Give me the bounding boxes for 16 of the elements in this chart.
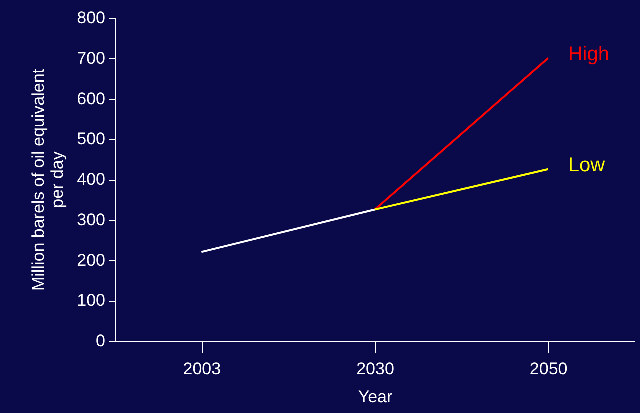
x-axis-title: Year xyxy=(358,388,394,406)
series-label: High xyxy=(568,43,610,66)
series-label: Low xyxy=(568,154,606,176)
y-tick-label: 500 xyxy=(77,130,106,149)
y-tick-label: 400 xyxy=(77,170,106,189)
y-tick-label: 100 xyxy=(77,291,106,310)
x-tick-label: 2003 xyxy=(183,360,222,378)
y-axis-title: Million barels of oil equivalent per day xyxy=(29,68,68,292)
y-tick-label: 600 xyxy=(77,89,106,108)
y-tick-label: 200 xyxy=(77,250,106,270)
y-tick-label: 800 xyxy=(77,8,106,28)
x-tick-label: 2030 xyxy=(356,360,394,378)
y-tick-label: 300 xyxy=(77,210,106,230)
y-tick-label: 700 xyxy=(77,48,106,68)
y-tick-label: 0 xyxy=(96,332,106,350)
x-tick-label: 2050 xyxy=(530,360,568,378)
